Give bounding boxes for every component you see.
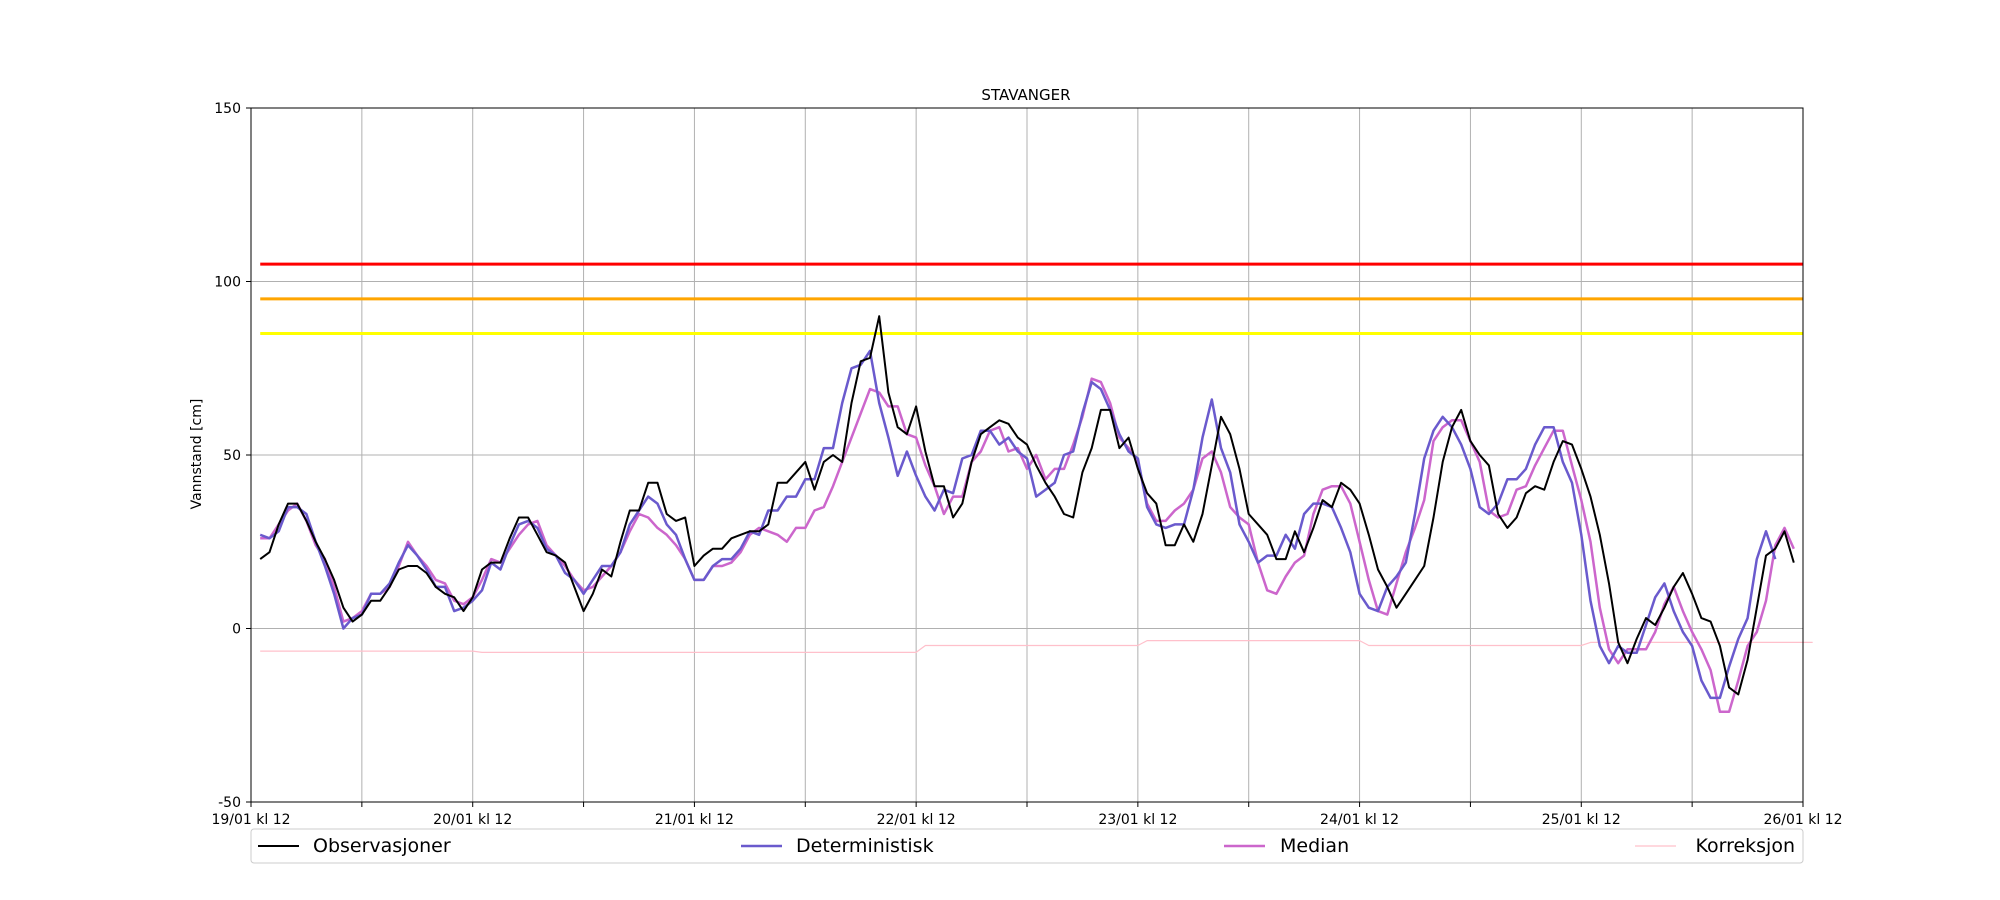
series-line-deterministisk <box>259 349 1777 700</box>
series-line-median <box>260 377 1795 714</box>
x-tick-label: 22/01 kl 12 <box>877 812 956 828</box>
x-tick-label: 25/01 kl 12 <box>1542 812 1621 828</box>
y-tick-label: 0 <box>232 622 241 638</box>
legend-frame <box>250 828 1804 864</box>
legend-label-korreksjon: Korreksjon <box>1695 835 1795 857</box>
y-tick-label: 100 <box>214 275 241 291</box>
y-axis-label: Vannstand [cm] <box>189 399 205 510</box>
legend-label-median: Median <box>1280 835 1349 857</box>
x-tick-label: 23/01 kl 12 <box>1098 812 1177 828</box>
series-lines <box>259 315 1813 714</box>
x-tick-label: 19/01 kl 12 <box>211 812 290 828</box>
series-line-observasjoner <box>259 315 1795 696</box>
axis-ticks: 19/01 kl 12 20/01 kl 12 21/01 kl 12 22/01 k… <box>211 101 1842 828</box>
x-tick-label: 20/01 kl 12 <box>433 812 512 828</box>
x-tick-label: 21/01 kl 12 <box>655 812 734 828</box>
series-line-korreksjon <box>260 640 1813 653</box>
y-tick-label: -50 <box>218 795 241 811</box>
y-tick-label: 50 <box>223 448 241 464</box>
legend-label-deterministisk: Deterministisk <box>796 835 934 857</box>
y-tick-label: 150 <box>214 101 241 117</box>
grid-lines <box>250 107 1804 803</box>
threshold-lines <box>260 262 1803 336</box>
x-tick-label: 24/01 kl 12 <box>1320 812 1399 828</box>
chart-title: STAVANGER <box>981 86 1070 104</box>
legend: Observasjoner Deterministisk Median Korreks… <box>250 828 1804 864</box>
x-tick-label: 26/01 kl 12 <box>1763 812 1842 828</box>
legend-label-observasjoner: Observasjoner <box>313 835 451 857</box>
